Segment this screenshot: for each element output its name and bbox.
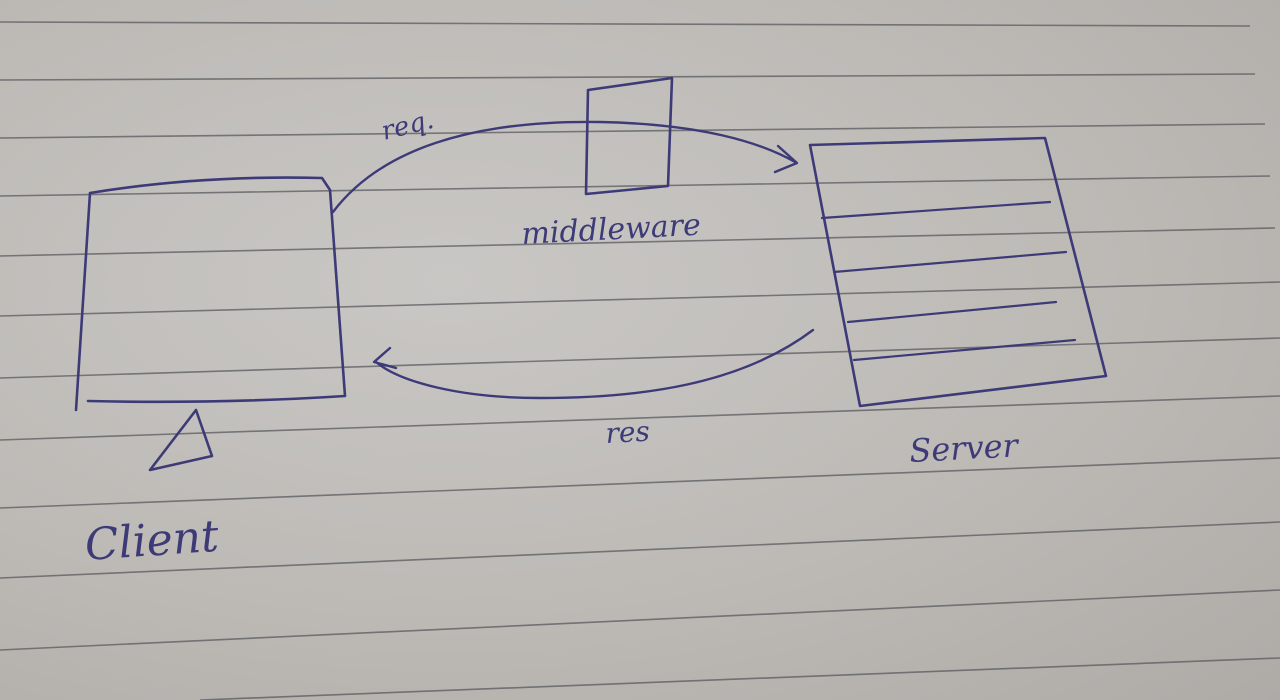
middleware-label: middleware xyxy=(521,208,702,252)
middleware-box xyxy=(584,76,674,196)
server-line-2 xyxy=(832,250,1068,274)
server-box-outline xyxy=(808,136,1108,408)
request-arrowhead-icon xyxy=(773,144,799,174)
response-arrowhead-icon xyxy=(372,346,398,370)
client-box-outline xyxy=(74,176,347,412)
server-label: Server xyxy=(908,426,1020,470)
server-line-3 xyxy=(846,300,1058,324)
server-box xyxy=(808,136,1108,408)
server-line-1 xyxy=(820,200,1052,220)
request-arrow-curve xyxy=(331,120,797,214)
response-label: res xyxy=(605,415,651,450)
request-label: req. xyxy=(378,105,436,147)
ruled-lines xyxy=(0,21,1280,700)
response-arrow xyxy=(372,328,815,400)
client-box xyxy=(74,176,347,472)
request-arrow xyxy=(331,120,799,214)
client-stand-icon xyxy=(148,408,214,472)
client-label: Client xyxy=(83,511,220,571)
response-arrow-curve xyxy=(374,328,815,400)
server-line-4 xyxy=(852,338,1077,362)
